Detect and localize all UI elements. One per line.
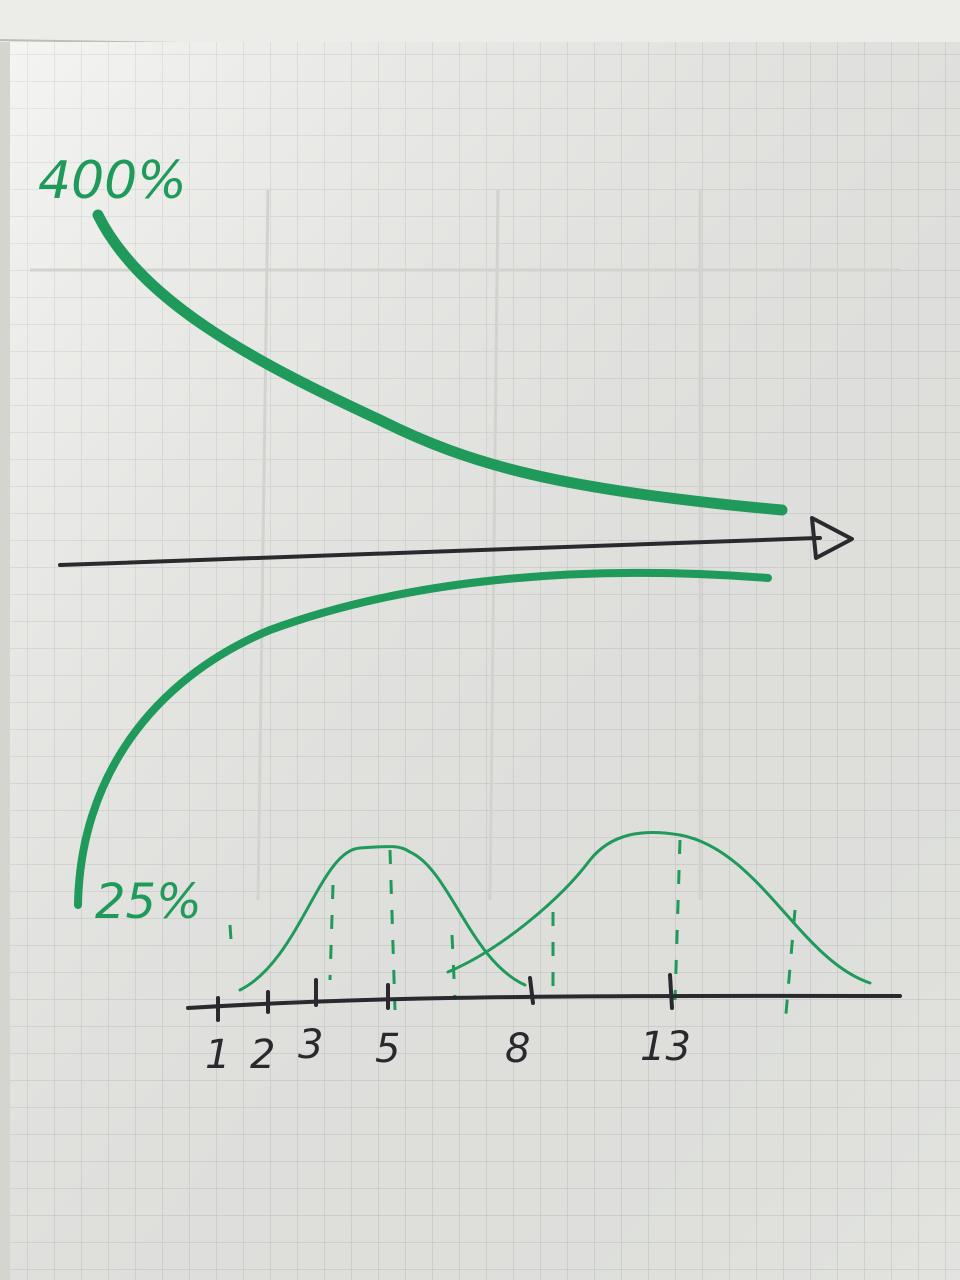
scale-tick-labels: 1 2 3 5 8 13 xyxy=(205,1022,691,1078)
estimation-scale-axis xyxy=(186,973,902,1022)
time-axis-arrow xyxy=(58,516,854,567)
bell-curve-left xyxy=(238,845,527,992)
top-percent-label: 400% xyxy=(38,151,187,211)
bottom-percent-label: 25% xyxy=(95,874,202,930)
tick-label-2: 2 xyxy=(250,1032,275,1078)
tick-label-13: 13 xyxy=(640,1024,691,1070)
tick-label-5: 5 xyxy=(375,1026,400,1072)
tick-label-3: 3 xyxy=(298,1022,323,1068)
ghost-table-lines xyxy=(30,189,900,901)
tick-label-1: 1 xyxy=(205,1032,230,1078)
dashed-guides xyxy=(228,839,797,1026)
upper-estimate-curve xyxy=(92,209,788,516)
lower-estimate-curve xyxy=(74,568,772,909)
tick-label-8: 8 xyxy=(505,1026,530,1072)
page-top-edge xyxy=(0,0,960,48)
